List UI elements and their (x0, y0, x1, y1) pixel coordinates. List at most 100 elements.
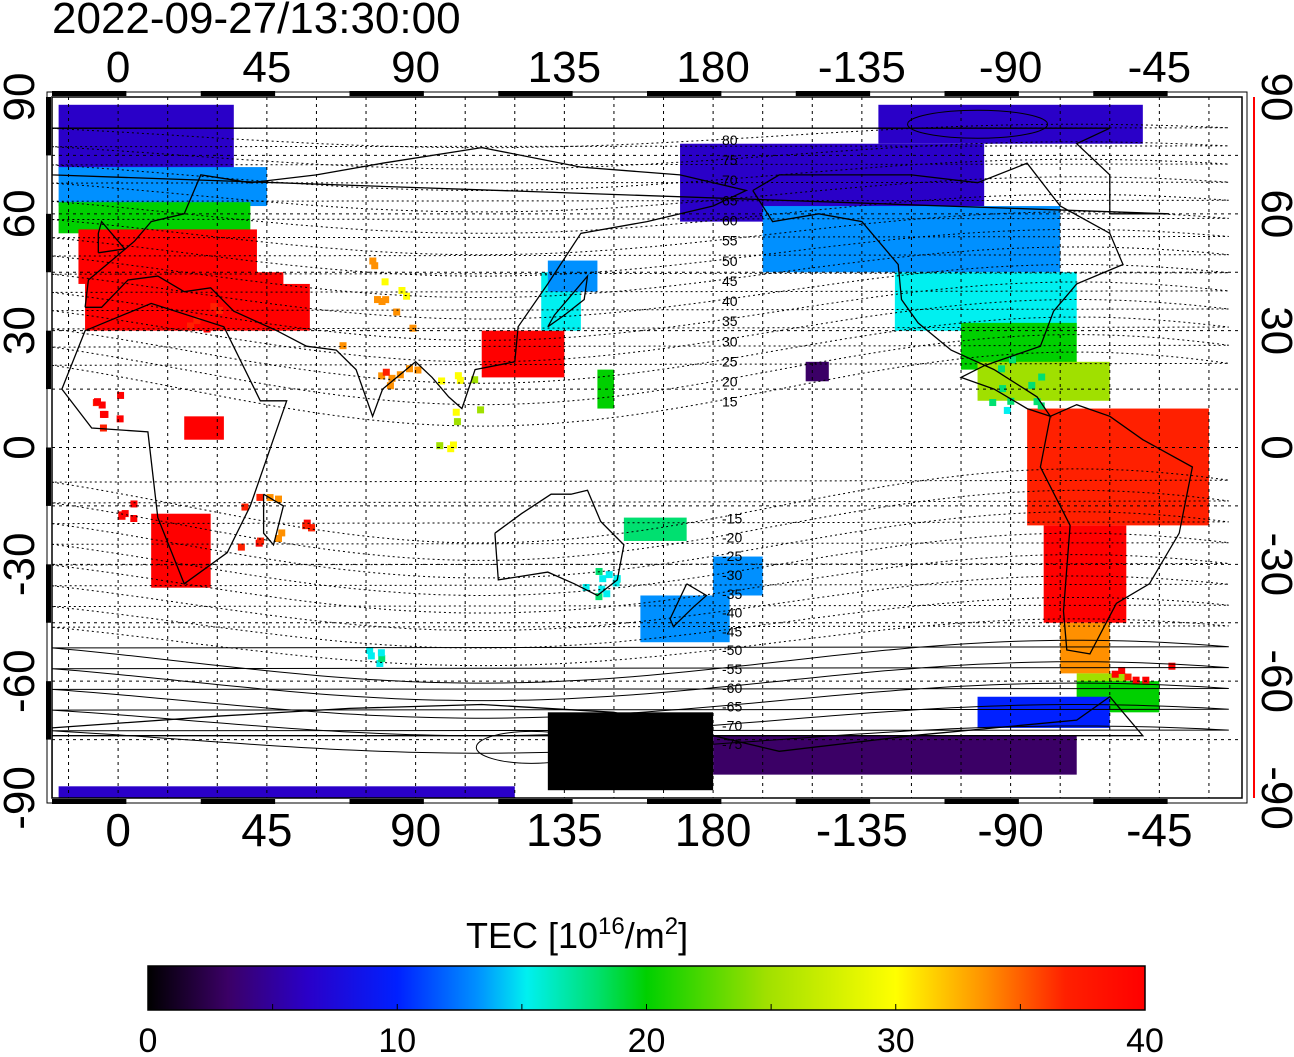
tec-station-cell (393, 308, 401, 316)
contour-label: -15 (722, 511, 742, 527)
contour-label: -50 (722, 642, 742, 658)
tec-region (878, 104, 1143, 144)
tec-station-cell (256, 493, 264, 501)
contour-label: 60 (722, 212, 738, 228)
scale-bar-segment (795, 91, 871, 96)
bottom-longitude-axis: 0 45 90 135 180 -135 -90 -45 (105, 804, 1192, 856)
tec-station-cell (1008, 356, 1016, 364)
scale-bar-segment (498, 799, 573, 804)
lon-tick-label: 0 (106, 43, 130, 92)
scale-bar-segment (1093, 91, 1168, 96)
contour-line (52, 246, 1229, 298)
lat-tick-label: -60 (1252, 649, 1294, 713)
contour-line (52, 299, 1229, 363)
lat-tick-label: 0 (0, 435, 44, 459)
lon-tick-label: -90 (979, 43, 1043, 92)
tec-station-cell (386, 382, 394, 390)
contour-label: 55 (722, 233, 738, 249)
tec-station-cell (471, 376, 479, 384)
tec-station-cell (1003, 406, 1011, 414)
coastline-segment (97, 220, 126, 254)
lon-tick-label: 45 (242, 43, 291, 92)
lon-tick-label: 45 (241, 804, 292, 856)
tec-station-cell (477, 406, 485, 414)
tec-station-cell (189, 294, 197, 302)
contour-label: 75 (722, 152, 738, 168)
contour-pole-ring (907, 109, 1049, 139)
lat-tick-label: 60 (0, 189, 44, 238)
contour-line (52, 228, 1229, 277)
scale-bar-segment (795, 799, 871, 804)
contour-label: 30 (722, 333, 738, 349)
contour-line (52, 351, 1229, 427)
scale-bar-segment (46, 213, 51, 273)
tec-station-cell (241, 503, 249, 511)
scale-bar-segment (647, 91, 722, 96)
scale-bar-segment (647, 799, 722, 804)
scale-bar-segment (46, 97, 51, 156)
coastline-segment (494, 489, 625, 597)
lon-tick-label: 90 (390, 804, 441, 856)
tec-station-cell (1132, 676, 1140, 684)
tec-station-cell (366, 646, 374, 654)
tec-region (58, 104, 234, 175)
contour-label: -40 (722, 605, 742, 621)
contour-label: 65 (722, 192, 738, 208)
scale-bar-segment (200, 799, 276, 804)
contour-label: -20 (722, 529, 742, 545)
contour-line (52, 725, 1229, 754)
scale-bar-segment (46, 447, 51, 506)
tec-station-cell (403, 292, 411, 300)
tec-station-cell (582, 583, 590, 591)
lat-tick-label: -30 (0, 533, 44, 597)
tec-station-cell (447, 445, 455, 453)
contour-label: 70 (722, 172, 738, 188)
tec-station-cell (1124, 673, 1132, 681)
contour-line (52, 554, 1229, 614)
lon-tick-label: -45 (1128, 43, 1192, 92)
colorbar-ticks: 0 10 20 30 40 (139, 1004, 1164, 1057)
tec-region (713, 735, 1077, 775)
tec-region (977, 361, 1110, 401)
tec-station-cell (274, 495, 282, 503)
scale-bar-segment (349, 91, 424, 96)
tec-station-cell (99, 424, 107, 432)
coastline-segment (1039, 404, 1194, 655)
tec-region (1043, 525, 1127, 623)
scale-bar-segment (944, 91, 1019, 96)
contour-line (52, 176, 1229, 213)
tec-station-cell (438, 377, 446, 385)
lon-tick-label: -45 (1126, 804, 1192, 856)
coastline-segment (262, 493, 285, 547)
tec-station-cell (398, 286, 406, 294)
tec-station-cell (1037, 402, 1045, 410)
tec-station-cell (1038, 373, 1046, 381)
contour-label: -65 (722, 699, 742, 715)
tec-station-cell (388, 374, 396, 382)
tec-station-cell (454, 372, 462, 380)
lon-tick-label: -90 (977, 804, 1043, 856)
map-frame (51, 96, 1243, 799)
tec-station-cell (307, 524, 315, 532)
right-latitude-axis: 90 60 30 0 -30 -60 -90 (1252, 73, 1294, 830)
lon-tick-label: -135 (816, 804, 908, 856)
tec-station-cell (456, 376, 464, 384)
tec-region (547, 260, 598, 292)
map-timestamp-title: 2022-09-27/13:30:00 (52, 0, 461, 43)
tec-station-cell (382, 368, 390, 376)
lat-tick-label: 0 (1252, 435, 1294, 459)
tec-station-cell (381, 278, 389, 286)
contour-label: -25 (722, 548, 742, 564)
scale-bar-segment (46, 330, 51, 390)
tec-station-cell (449, 441, 457, 449)
lon-tick-label: 180 (675, 804, 752, 856)
contour-line (52, 334, 1229, 406)
tec-station-cell (406, 365, 414, 373)
tec-station-cell (378, 655, 386, 663)
scale-bar-segment (498, 91, 573, 96)
tec-region (623, 517, 687, 541)
coastline-segment (669, 583, 708, 628)
contour-label: 40 (722, 293, 738, 309)
lat-tick-label: -60 (0, 649, 44, 713)
contour-line (52, 575, 1229, 631)
